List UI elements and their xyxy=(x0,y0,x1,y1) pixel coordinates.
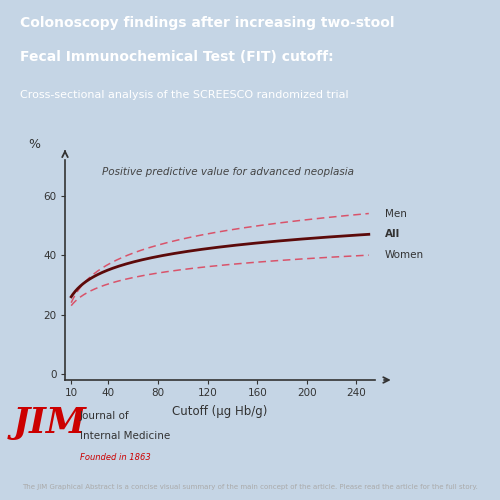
Text: Fecal Immunochemical Test (FIT) cutoff:: Fecal Immunochemical Test (FIT) cutoff: xyxy=(20,50,334,64)
Text: The JIM Graphical Abstract is a concise visual summary of the main concept of th: The JIM Graphical Abstract is a concise … xyxy=(22,484,478,490)
Text: Colonoscopy findings after increasing two-stool: Colonoscopy findings after increasing tw… xyxy=(20,16,394,30)
Text: Women: Women xyxy=(385,250,424,260)
Text: Internal Medicine: Internal Medicine xyxy=(80,431,170,441)
Text: JIM: JIM xyxy=(12,406,86,440)
Text: Positive predictive value for advanced neoplasia: Positive predictive value for advanced n… xyxy=(102,166,354,176)
Text: Men: Men xyxy=(385,208,407,218)
Text: Journal of: Journal of xyxy=(80,411,130,421)
Text: All: All xyxy=(385,230,400,239)
X-axis label: Cutoff (µg Hb/g): Cutoff (µg Hb/g) xyxy=(172,406,268,418)
Text: Founded in 1863: Founded in 1863 xyxy=(80,452,151,462)
Text: %: % xyxy=(28,138,40,151)
Text: Cross-sectional analysis of the SCREESCO randomized trial: Cross-sectional analysis of the SCREESCO… xyxy=(20,90,348,101)
